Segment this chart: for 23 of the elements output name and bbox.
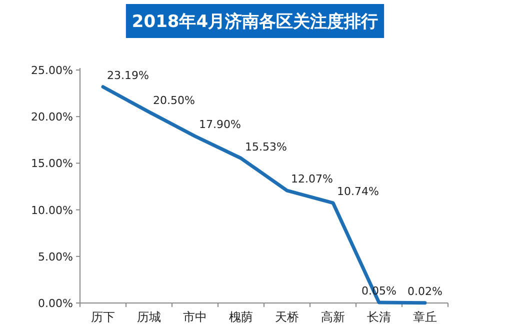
- data-label: 15.53%: [245, 140, 287, 154]
- data-label: 23.19%: [107, 68, 149, 82]
- data-label: 17.90%: [199, 118, 241, 132]
- data-label: 12.07%: [291, 172, 333, 186]
- chart-title: 2018年4月济南各区关注度排行: [132, 12, 378, 32]
- y-tick-label: 25.00%: [31, 64, 73, 77]
- x-tick-label: 槐荫: [229, 310, 253, 324]
- data-label: 0.02%: [408, 284, 442, 298]
- x-tick-label: 天桥: [275, 310, 299, 324]
- data-label: 10.74%: [337, 184, 379, 198]
- x-tick-label: 历城: [137, 310, 161, 324]
- y-tick-label: 15.00%: [31, 157, 73, 170]
- y-tick-label: 20.00%: [31, 110, 73, 124]
- x-tick-label: 章丘: [413, 310, 437, 324]
- data-label: 20.50%: [153, 94, 195, 107]
- title: 2018年4月济南各区关注度排行: [126, 4, 384, 38]
- y-tick-label: 0.00%: [38, 297, 73, 310]
- x-tick-label: 长清: [367, 310, 391, 324]
- x-tick-label: 高新: [321, 310, 345, 324]
- y-tick-label: 5.00%: [38, 250, 73, 264]
- x-tick-label: 历下: [91, 310, 115, 324]
- x-tick-label: 市中: [183, 310, 207, 324]
- y-tick-label: 10.00%: [31, 204, 73, 217]
